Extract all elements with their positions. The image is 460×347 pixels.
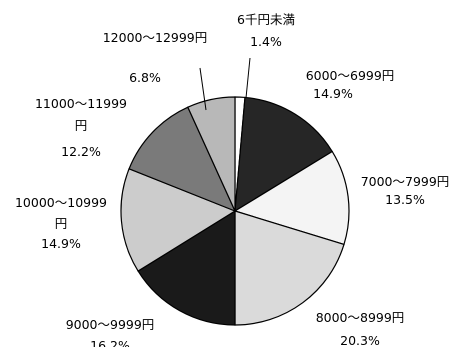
slice-percent-label: 20.3% (340, 333, 380, 347)
slice-label: 12000〜12999円 (103, 30, 208, 45)
leader-line (199, 67, 207, 111)
pie-labels: 6千円未満 1.4% 6000〜6999円 14.9% 7000〜7999円 13.5% 8… (15, 12, 449, 347)
slice-label-continued: 円 (75, 118, 88, 133)
pie-slice (234, 210, 345, 326)
slice-label-continued: 円 (55, 216, 68, 231)
pie-slice (233, 150, 350, 246)
slice-percent-label: 12.2% (61, 144, 101, 159)
slice-label: 8000〜8999円 (316, 310, 405, 325)
leader-lines (199, 57, 251, 111)
slice-percent-label: 1.4% (250, 34, 282, 49)
slice-label: 7000〜7999円 (361, 174, 450, 189)
pie-slice (120, 168, 237, 272)
pie-slices (120, 96, 350, 326)
pie-slice (187, 96, 236, 212)
pie-slice (234, 96, 334, 213)
slice-label: 6千円未満 (237, 12, 295, 27)
slice-percent-label: 14.9% (41, 236, 81, 251)
pie-slice (137, 209, 236, 326)
slice-percent-label: 6.8% (129, 70, 161, 85)
slice-label: 10000〜10999 (15, 195, 107, 210)
slice-label: 11000〜11999 (35, 96, 127, 111)
slice-percent-label: 13.5% (385, 192, 425, 207)
slice-label: 9000〜9999円 (66, 317, 155, 332)
slice-label: 6000〜6999円 (306, 68, 395, 83)
leader-line (245, 57, 251, 99)
pie-slice (128, 106, 237, 213)
slice-percent-label: 14.9% (313, 86, 353, 101)
slice-percent-label: 16.2% (90, 338, 130, 347)
